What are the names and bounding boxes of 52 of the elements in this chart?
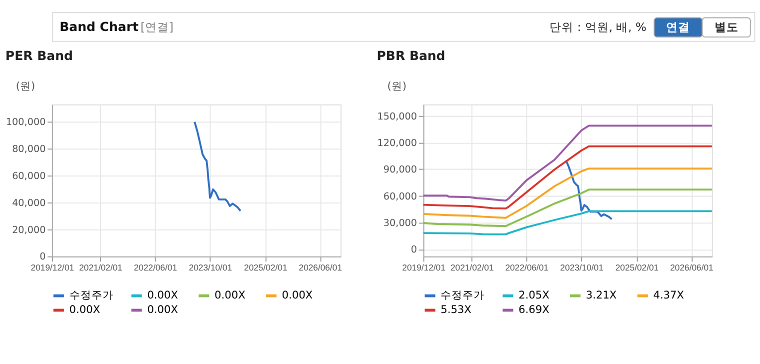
legend-label: 0.00X bbox=[147, 304, 178, 316]
y-tick-label: 60,000 bbox=[12, 171, 46, 182]
legend-label: 수정주가 bbox=[440, 290, 485, 302]
x-tick-label: 2021/02/01 bbox=[450, 262, 494, 272]
text: [연결] bbox=[140, 20, 174, 34]
x-tick-label: 2025/02/01 bbox=[615, 262, 659, 272]
legend-label: 0.00X bbox=[214, 290, 246, 302]
y-tick-label: 150,000 bbox=[377, 111, 418, 122]
y-tick-label: 0 bbox=[40, 252, 46, 263]
y-tick-label: 30,000 bbox=[383, 218, 418, 229]
line-series bbox=[564, 159, 613, 220]
text: 단위 : 억원, 배, % bbox=[550, 20, 647, 34]
x-tick-label: 2019/12/01 bbox=[30, 262, 74, 272]
y-tick-label: 20,000 bbox=[12, 224, 46, 236]
legend-label: 5.53X bbox=[440, 304, 472, 316]
y-tick-label: 40,000 bbox=[12, 198, 46, 209]
x-tick-label: 2025/02/01 bbox=[244, 262, 288, 272]
legend-label: 0.00X bbox=[69, 304, 100, 316]
x-tick-label: 2026/06/01 bbox=[670, 262, 714, 272]
x-tick-label: 2021/02/01 bbox=[79, 262, 123, 272]
line-series bbox=[422, 124, 713, 202]
line-series bbox=[422, 168, 713, 219]
x-tick-label: 2026/06/01 bbox=[298, 262, 342, 272]
line-series bbox=[422, 145, 713, 210]
y-tick-label: 120,000 bbox=[377, 138, 418, 149]
text: 별도 bbox=[714, 20, 738, 34]
line-series bbox=[422, 210, 713, 236]
text: Band Chart bbox=[60, 19, 138, 34]
x-tick-label: 2022/06/01 bbox=[505, 262, 549, 272]
y-tick-label: 100,000 bbox=[6, 117, 46, 128]
legend-label: 6.69X bbox=[518, 304, 550, 316]
legend-label: 수정주가 bbox=[69, 290, 114, 302]
y-tick-label: 80,000 bbox=[12, 144, 46, 156]
chart-title: PBR Band bbox=[376, 48, 446, 64]
legend-label: 4.37X bbox=[653, 290, 684, 302]
legend-label: 3.21X bbox=[586, 290, 617, 302]
x-tick-label: 2023/10/01 bbox=[188, 262, 232, 272]
legend-label: 0.00X bbox=[282, 290, 313, 302]
y-tick-label: 60,000 bbox=[383, 191, 418, 202]
legend-label: 2.05X bbox=[518, 290, 550, 302]
text: 연결 bbox=[666, 20, 690, 34]
y-tick-label: 0 bbox=[410, 244, 418, 256]
line-series bbox=[422, 188, 713, 228]
x-tick-label: 2019/12/01 bbox=[402, 262, 446, 272]
y-axis-title: (원) bbox=[16, 80, 36, 92]
legend-label: 0.00X bbox=[147, 290, 178, 302]
chart-title: PER Band bbox=[5, 48, 73, 64]
x-tick-label: 2023/10/01 bbox=[560, 262, 604, 272]
line-series bbox=[194, 120, 242, 212]
y-tick-label: 90,000 bbox=[383, 164, 418, 176]
y-axis-title: (원) bbox=[387, 80, 406, 92]
x-tick-label: 2022/06/01 bbox=[134, 262, 178, 272]
